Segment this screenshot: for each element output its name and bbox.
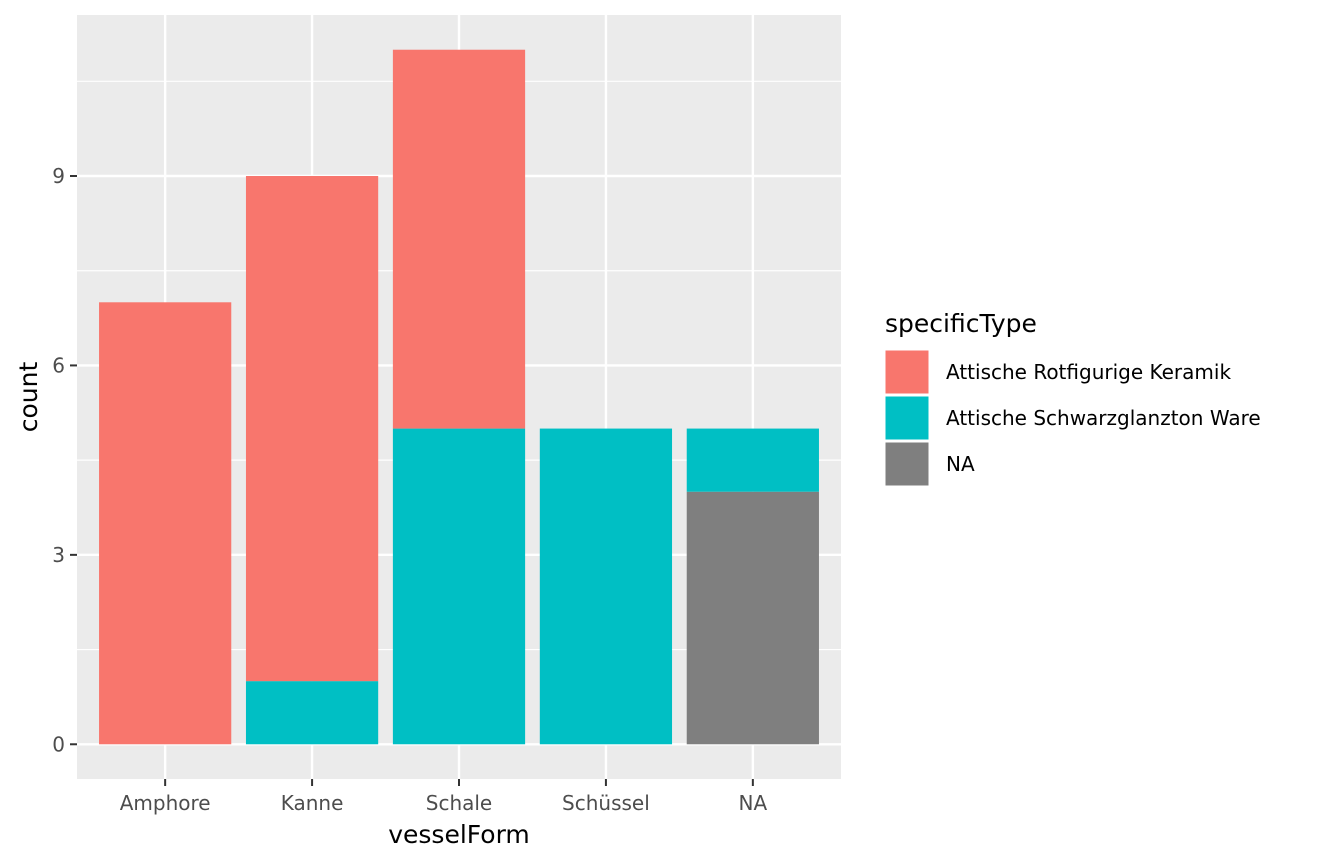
legend-title: specificType	[885, 309, 1037, 338]
legend: specificType Attische Rotfigurige Kerami…	[884, 309, 1261, 487]
y-axis-title: count	[14, 362, 43, 433]
bar-segment	[245, 176, 379, 682]
y-tick-label: 6	[52, 353, 65, 377]
legend-label: Attische Schwarzglanzton Ware	[946, 406, 1261, 430]
y-tick-label: 0	[52, 732, 65, 756]
bars	[99, 49, 819, 745]
legend-key	[884, 395, 930, 441]
bar-segment	[686, 428, 819, 492]
y-axis: 0 3 6 9	[52, 164, 77, 756]
legend-key	[884, 441, 930, 487]
x-tick-label: Amphore	[120, 791, 211, 815]
y-tick-label: 3	[52, 543, 65, 567]
legend-key	[884, 349, 930, 395]
x-tick-label: Schüssel	[562, 791, 650, 815]
x-axis: Amphore Kanne Schale Schüssel NA	[120, 779, 768, 815]
legend-label: Attische Rotfigurige Keramik	[946, 360, 1231, 384]
x-tick-label: NA	[739, 791, 768, 815]
x-tick-label: Schale	[426, 791, 492, 815]
x-axis-title: vesselForm	[388, 820, 530, 849]
bar-segment	[99, 302, 232, 745]
x-tick-label: Kanne	[281, 791, 344, 815]
bar-segment	[686, 491, 819, 745]
y-tick-label: 9	[52, 164, 65, 188]
bar-segment	[392, 49, 526, 429]
legend-label: NA	[946, 452, 975, 476]
bar-segment	[245, 681, 379, 745]
bar-segment	[539, 428, 673, 745]
bar-segment	[392, 428, 526, 745]
